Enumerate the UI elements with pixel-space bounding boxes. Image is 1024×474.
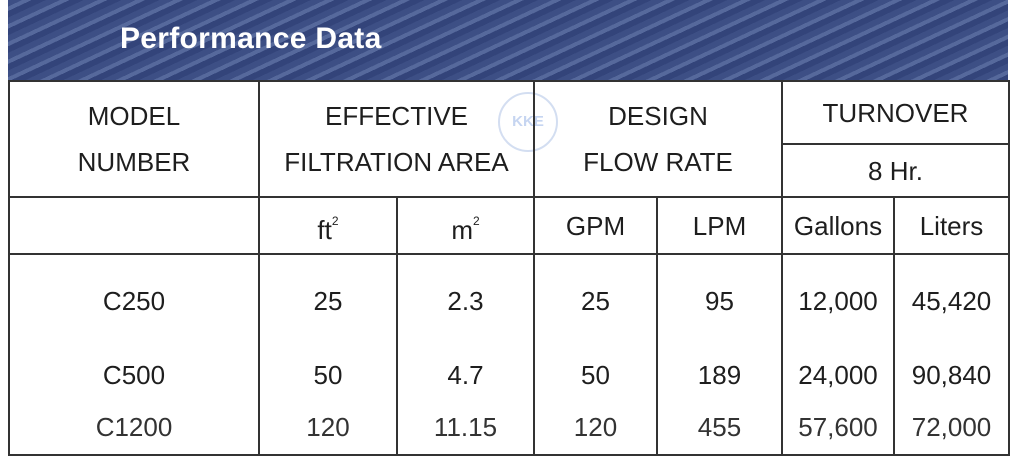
- data-cell: 120: [258, 404, 398, 455]
- data-cell: 189: [656, 346, 783, 404]
- head-cell: EFFECTIVE FILTRATION AREA: [258, 81, 535, 198]
- data-cell: 11.15: [396, 404, 535, 455]
- unit-cell: Gallons: [781, 197, 895, 255]
- unit-cell: [8, 197, 260, 255]
- unit-text: Gallons: [793, 210, 883, 241]
- head-cell: TURNOVER: [781, 81, 1010, 145]
- unit-cell: m2: [396, 197, 535, 255]
- head-cell: 8 Hr.: [781, 144, 1010, 198]
- header-band: [8, 0, 1008, 82]
- unit-cell: ft2: [258, 197, 398, 255]
- data-cell: 50: [258, 346, 398, 404]
- unit-sup: 2: [331, 214, 339, 228]
- unit-cell: Liters: [893, 197, 1010, 255]
- data-cell: 24,000: [781, 346, 895, 404]
- head-text: EFFECTIVE: [324, 101, 468, 131]
- head-cell: DESIGN FLOW RATE: [533, 81, 783, 198]
- data-cell: 4.7: [396, 346, 535, 404]
- data-cell: 455: [656, 404, 783, 455]
- unit-cell: GPM: [533, 197, 658, 255]
- data-cell: 95: [656, 254, 783, 346]
- head-text: NUMBER: [77, 147, 191, 177]
- unit-text: LPM: [692, 210, 747, 241]
- unit-text: Liters: [919, 210, 984, 241]
- data-cell: 25: [533, 254, 658, 346]
- unit-text: ft: [317, 215, 332, 245]
- unit-text: GPM: [565, 210, 626, 241]
- performance-table: MODEL NUMBER EFFECTIVE FILTRATION AREA DES…: [8, 80, 1010, 456]
- data-cell: 57,600: [781, 404, 895, 455]
- head-cell: MODEL NUMBER: [8, 81, 260, 198]
- data-cell: 25: [258, 254, 398, 346]
- head-text: FLOW RATE: [583, 147, 733, 177]
- data-cell: 12,000: [781, 254, 895, 346]
- data-cell: C1200: [8, 404, 260, 455]
- data-cell: C250: [8, 254, 260, 346]
- data-cell: 120: [533, 404, 658, 455]
- head-text: FILTRATION AREA: [284, 147, 509, 177]
- data-cell: C500: [8, 346, 260, 404]
- data-row: C500 50 4.7 50 189 24,000 90,840: [8, 346, 1010, 404]
- unit-cell: LPM: [656, 197, 783, 255]
- data-cell: 90,840: [893, 346, 1010, 404]
- head-text: DESIGN: [608, 101, 708, 131]
- data-row: C1200 120 11.15 120 455 57,600 72,000: [8, 404, 1010, 455]
- data-row: C250 25 2.3 25 95 12,000 45,420: [8, 254, 1010, 346]
- data-cell: 45,420: [893, 254, 1010, 346]
- data-cell: 72,000: [893, 404, 1010, 455]
- data-cell: 50: [533, 346, 658, 404]
- head-text: MODEL: [87, 101, 181, 131]
- unit-text: m: [451, 215, 473, 245]
- title: Performance Data: [120, 22, 382, 55]
- unit-sup: 2: [472, 214, 480, 228]
- data-cell: 2.3: [396, 254, 535, 346]
